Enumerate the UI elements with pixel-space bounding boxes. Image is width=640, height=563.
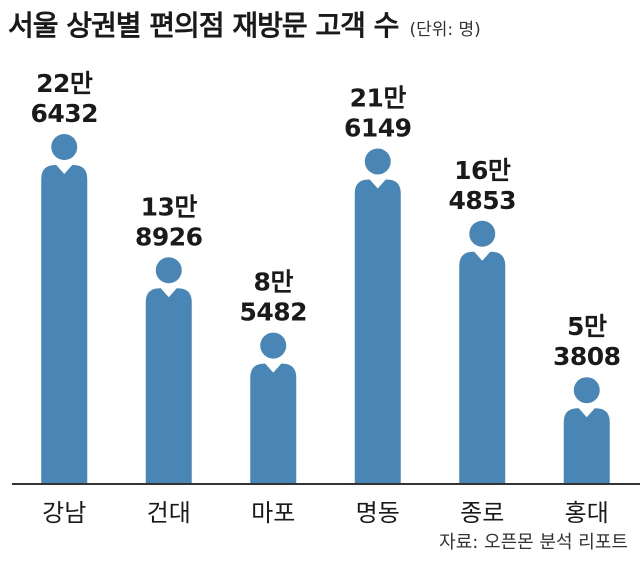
bar-head-강남 (51, 134, 78, 160)
bar-강남 (41, 165, 88, 484)
bar-head-홍대 (573, 377, 600, 404)
bar-head-건대 (155, 257, 182, 284)
data-label-홍대-2: 3808 (553, 342, 621, 371)
data-label-건대-2: 8926 (135, 222, 203, 251)
category-label-건대: 건대 (147, 499, 191, 527)
category-label-명동: 명동 (356, 499, 400, 527)
bar-건대 (145, 288, 192, 484)
data-label-종로-2: 4853 (448, 186, 516, 215)
data-label-마포-1: 8만 (254, 268, 294, 297)
bar-마포 (250, 363, 297, 484)
bar-head-종로 (469, 220, 496, 247)
bar-head-마포 (260, 332, 287, 359)
bar-종로 (459, 251, 506, 484)
data-label-명동-1: 21만 (350, 83, 407, 112)
category-label-종로: 종로 (460, 499, 504, 527)
source-note: 자료: 오픈몬 분석 리포트 (439, 532, 628, 553)
unit-label: (단위: 명) (409, 20, 481, 40)
data-label-종로-1: 16만 (454, 156, 511, 185)
data-label-마포-2: 5482 (239, 298, 307, 327)
category-label-강남: 강남 (42, 499, 86, 527)
data-label-강남-2: 6432 (30, 99, 98, 128)
data-label-강남-1: 22만 (36, 69, 93, 98)
data-label-홍대-1: 5만 (567, 312, 607, 341)
category-label-마포: 마포 (251, 499, 295, 527)
title-row: 서울 상권별 편의점 재방문 고객 수 (단위: 명) (8, 4, 638, 48)
bar-head-명동 (364, 148, 391, 175)
chart-title: 서울 상권별 편의점 재방문 고객 수 (8, 9, 399, 42)
data-label-건대-1: 13만 (141, 192, 198, 221)
bar-명동 (354, 179, 401, 484)
category-label-홍대: 홍대 (565, 499, 609, 527)
data-label-명동-2: 6149 (344, 113, 412, 142)
bar-홍대 (563, 408, 610, 484)
